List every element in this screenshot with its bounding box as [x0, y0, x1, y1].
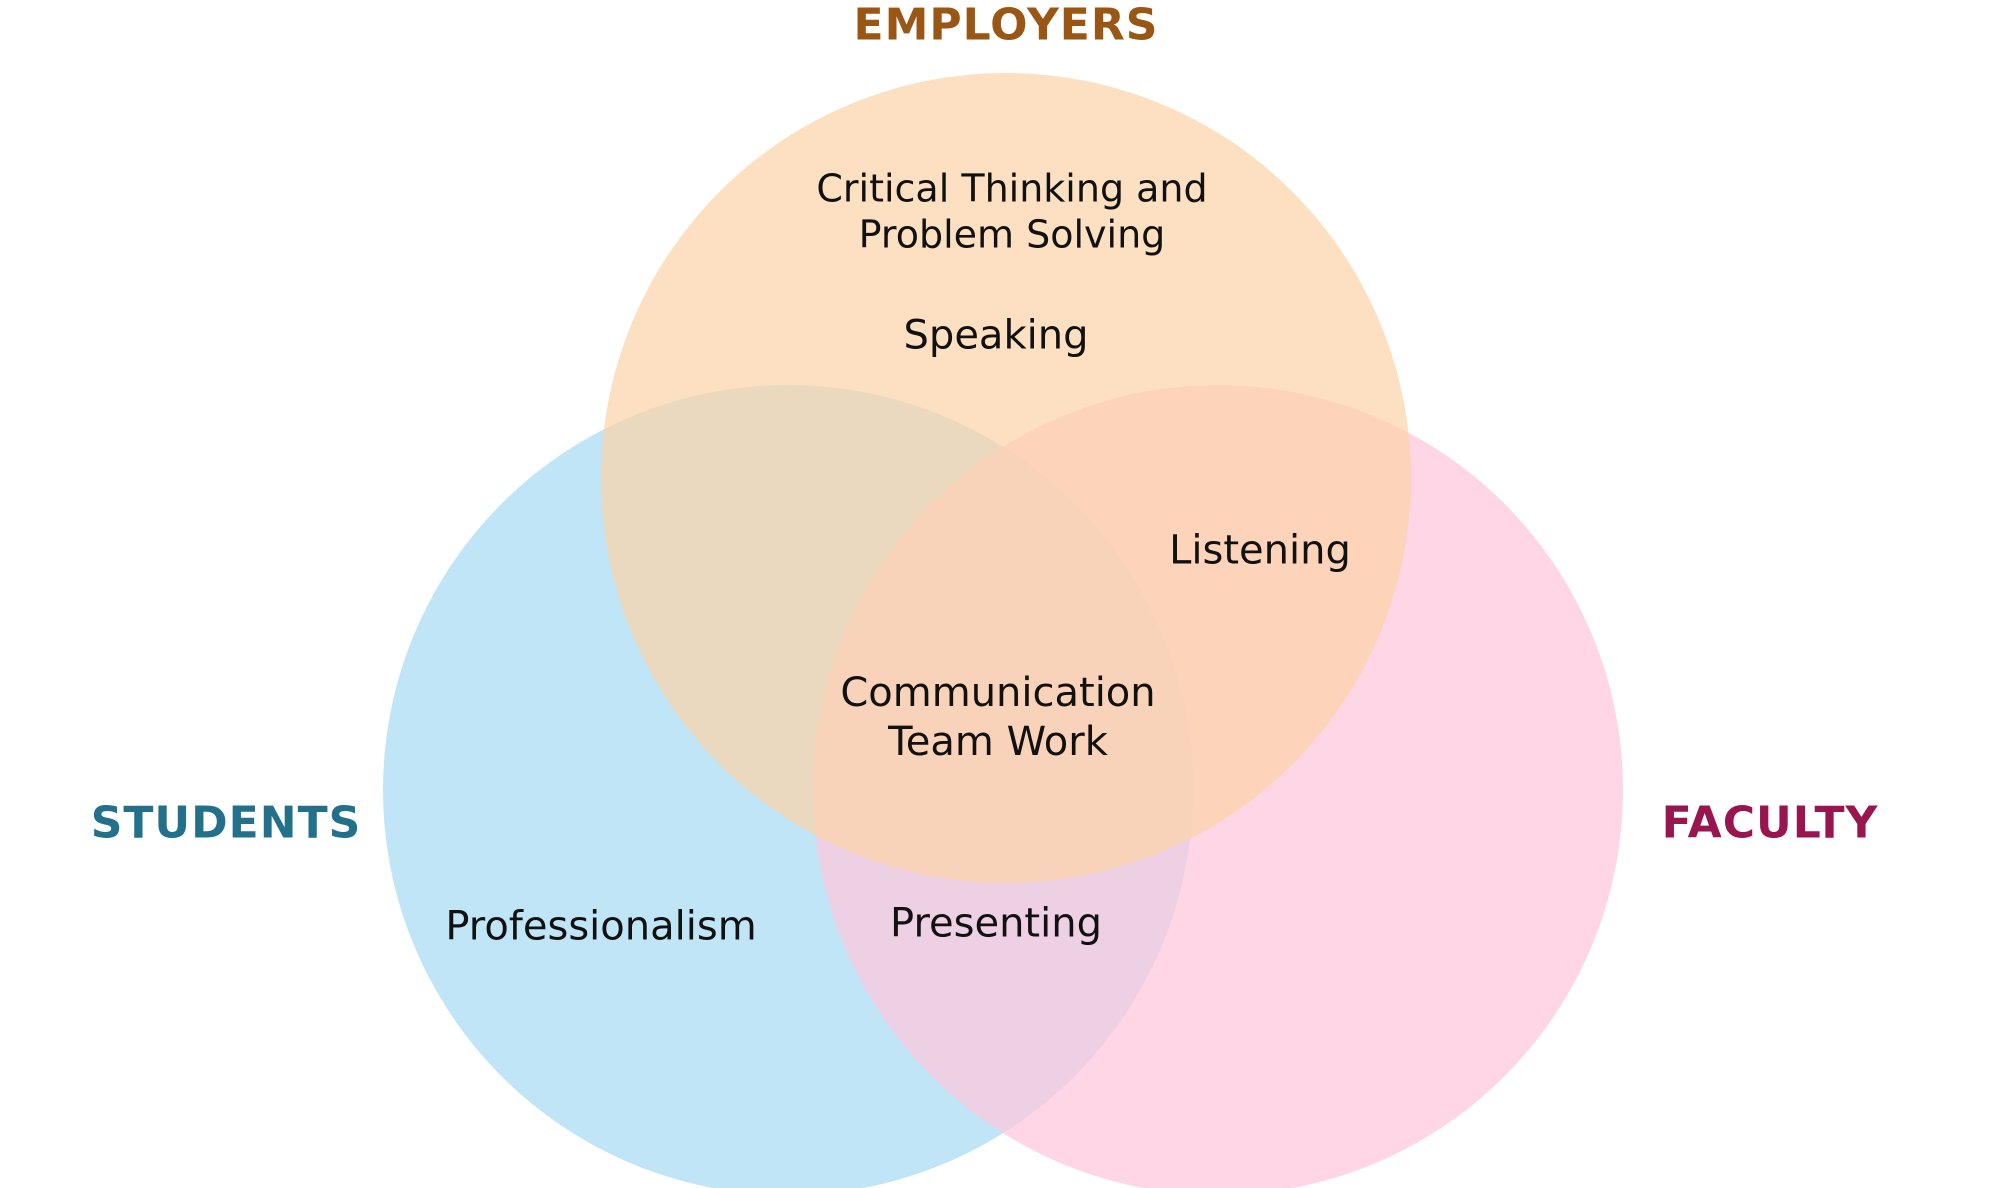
region-students-only: Professionalism [445, 903, 757, 950]
critical-thinking-line: Critical Thinking and [816, 166, 1208, 211]
region-employers-only-speaking: Speaking [903, 312, 1089, 359]
problem-solving-line: Problem Solving [858, 213, 1166, 257]
employers-title: EMPLOYERS [853, 0, 1159, 51]
employers-circle [601, 73, 1411, 883]
team-work-line: Team Work [888, 719, 1108, 765]
region-students-faculty: Presenting [890, 900, 1102, 947]
faculty-title: FACULTY [1661, 797, 1879, 849]
region-all-three: Communication Team Work [840, 669, 1155, 767]
region-employers-faculty: Listening [1169, 527, 1351, 574]
students-title: STUDENTS [90, 797, 362, 849]
communication-line: Communication [840, 670, 1156, 717]
region-employers-only-problem-solving: Critical Thinking and Problem Solving [816, 166, 1207, 259]
